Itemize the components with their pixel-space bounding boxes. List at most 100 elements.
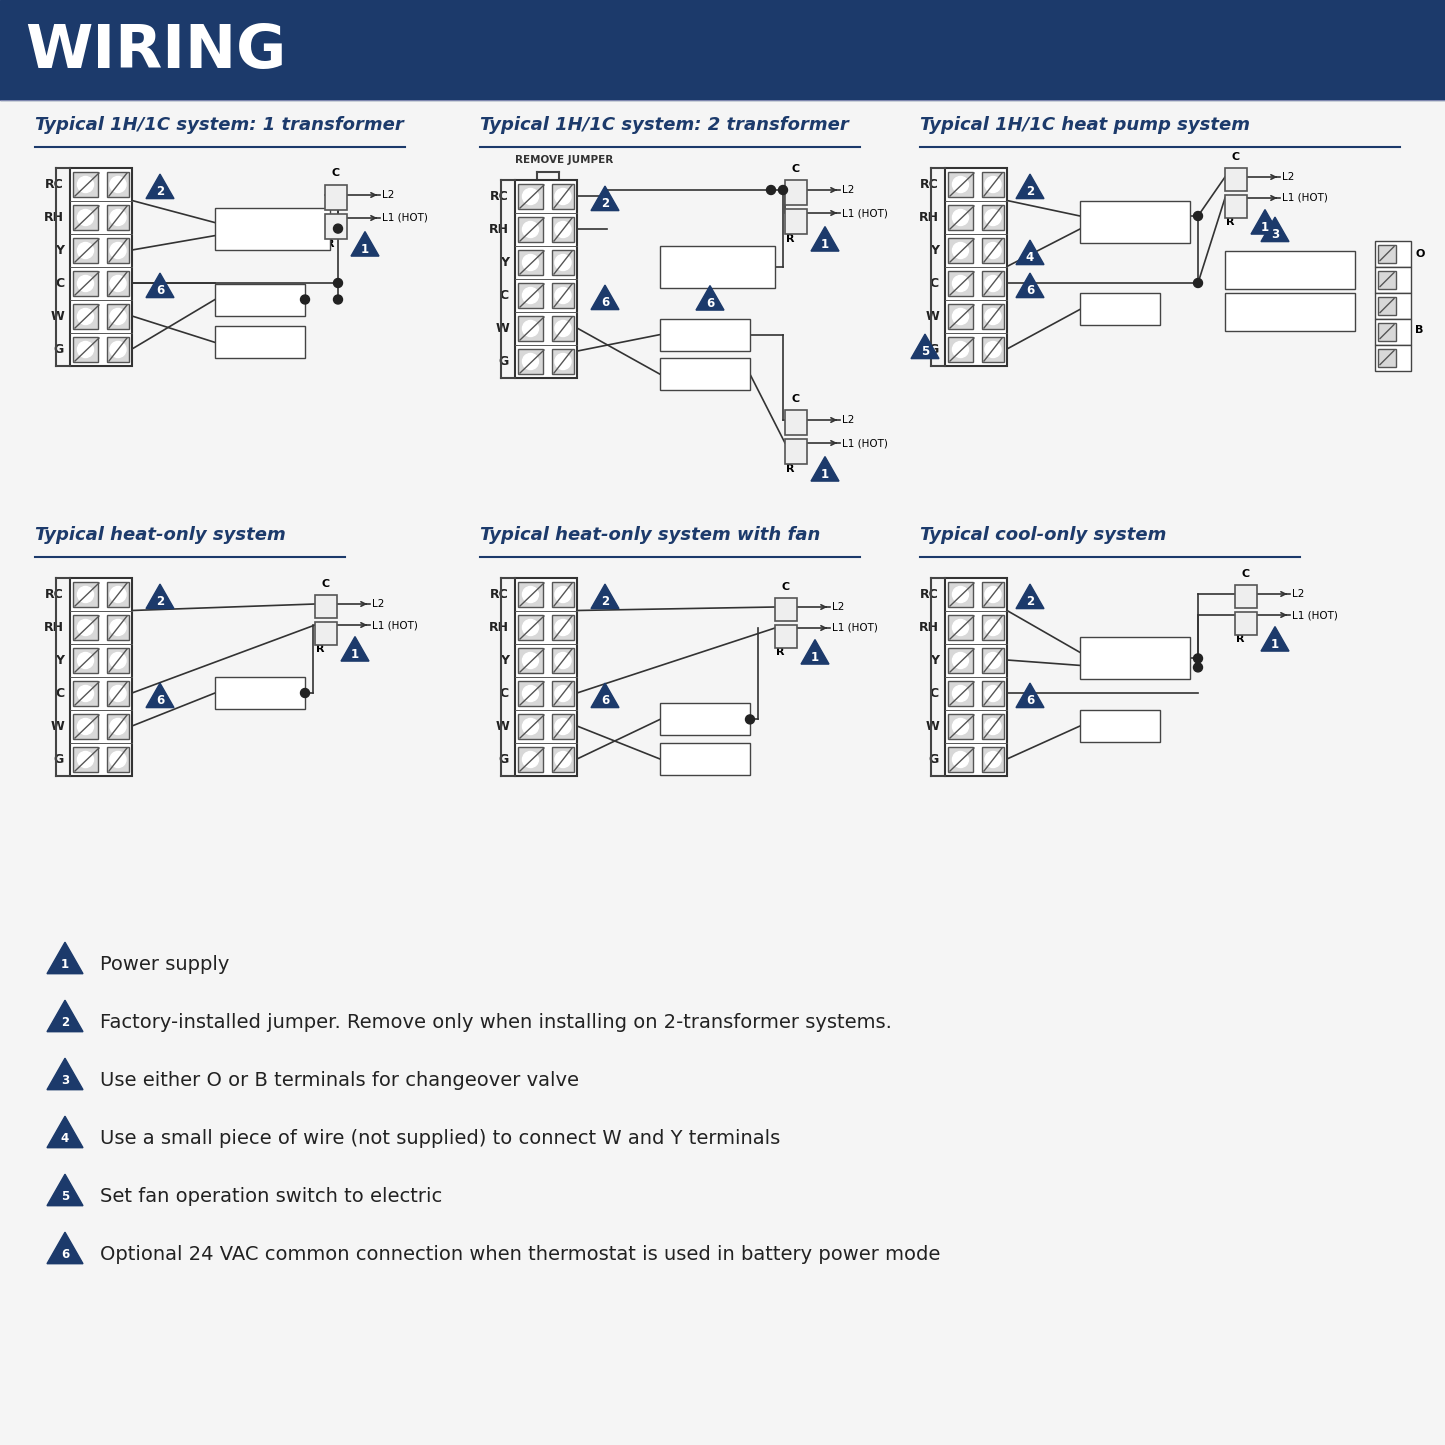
Circle shape — [78, 341, 94, 357]
Polygon shape — [48, 1000, 82, 1032]
Text: 1: 1 — [1272, 637, 1279, 650]
Text: O: O — [1415, 249, 1425, 259]
Bar — [983, 647, 1004, 673]
Circle shape — [110, 308, 126, 325]
Text: L2: L2 — [842, 185, 854, 195]
Circle shape — [952, 308, 968, 325]
Circle shape — [78, 653, 94, 669]
Circle shape — [523, 751, 539, 767]
Bar — [315, 621, 337, 644]
Text: B: B — [1415, 325, 1423, 335]
Bar — [1379, 296, 1396, 315]
Text: 2: 2 — [156, 595, 165, 608]
Circle shape — [110, 176, 126, 192]
Text: 6: 6 — [156, 285, 165, 298]
Text: FAN RELAY: FAN RELAY — [673, 329, 736, 340]
Bar — [74, 172, 98, 197]
Text: Typical 1H/1C system: 2 transformer: Typical 1H/1C system: 2 transformer — [480, 116, 848, 134]
Bar — [983, 337, 1004, 363]
Bar — [215, 208, 329, 250]
Circle shape — [952, 176, 968, 192]
Bar — [1376, 318, 1410, 344]
Text: L1 (HOT): L1 (HOT) — [1292, 610, 1338, 620]
Text: L2: L2 — [1292, 590, 1305, 600]
Text: 6: 6 — [601, 296, 610, 309]
Bar — [552, 283, 574, 308]
Polygon shape — [146, 683, 173, 708]
Text: 6: 6 — [61, 1248, 69, 1261]
Circle shape — [555, 288, 571, 303]
Bar — [315, 595, 337, 618]
Circle shape — [110, 243, 126, 259]
Bar — [517, 250, 543, 275]
Polygon shape — [146, 173, 173, 198]
Bar — [983, 205, 1004, 230]
Bar — [514, 181, 577, 379]
Circle shape — [555, 685, 571, 701]
Circle shape — [555, 321, 571, 337]
Bar — [552, 316, 574, 341]
Text: HEAT RELAY: HEAT RELAY — [670, 370, 740, 379]
Circle shape — [78, 587, 94, 603]
Circle shape — [78, 751, 94, 767]
Text: 2: 2 — [61, 1016, 69, 1029]
Text: 3: 3 — [61, 1074, 69, 1087]
Circle shape — [985, 176, 1001, 192]
Text: OVER VALVE: OVER VALVE — [1257, 269, 1324, 279]
Text: Y: Y — [500, 256, 509, 269]
Circle shape — [301, 688, 309, 698]
Text: 6: 6 — [1026, 285, 1035, 298]
Polygon shape — [696, 286, 724, 311]
Text: Typical heat-only system with fan: Typical heat-only system with fan — [480, 526, 821, 543]
Circle shape — [766, 185, 776, 195]
Circle shape — [555, 188, 571, 205]
Bar — [1379, 270, 1396, 289]
Text: 4: 4 — [1026, 251, 1035, 264]
Circle shape — [78, 620, 94, 636]
Bar — [74, 616, 98, 640]
Text: G: G — [499, 355, 509, 368]
Text: COMPRESSOR: COMPRESSOR — [233, 220, 314, 230]
Text: G: G — [499, 753, 509, 766]
Text: L2: L2 — [1282, 172, 1295, 182]
Text: 5: 5 — [61, 1191, 69, 1204]
Bar — [107, 238, 129, 263]
Text: W: W — [51, 311, 64, 324]
Polygon shape — [146, 273, 173, 298]
Text: L1 (HOT): L1 (HOT) — [842, 208, 887, 218]
Bar — [552, 350, 574, 374]
Circle shape — [985, 718, 1001, 734]
Text: RH: RH — [43, 621, 64, 634]
Bar — [983, 681, 1004, 707]
Text: L2: L2 — [371, 600, 384, 608]
Circle shape — [301, 295, 309, 303]
Circle shape — [110, 620, 126, 636]
Bar — [74, 714, 98, 738]
Polygon shape — [1016, 683, 1043, 708]
Circle shape — [523, 254, 539, 270]
Bar — [948, 647, 972, 673]
Text: 1: 1 — [821, 237, 829, 250]
Polygon shape — [1016, 584, 1043, 608]
Circle shape — [746, 715, 754, 724]
Bar — [514, 578, 577, 776]
Circle shape — [555, 620, 571, 636]
Bar — [517, 316, 543, 341]
Text: C: C — [931, 686, 939, 699]
Polygon shape — [591, 683, 618, 708]
Circle shape — [78, 718, 94, 734]
Text: Factory-installed jumper. Remove only when installing on 2-transformer systems.: Factory-installed jumper. Remove only wh… — [100, 1013, 892, 1032]
Text: 6: 6 — [705, 296, 714, 309]
Text: Typical heat-only system: Typical heat-only system — [35, 526, 286, 543]
Bar — [775, 598, 798, 621]
Circle shape — [985, 341, 1001, 357]
Circle shape — [523, 288, 539, 303]
Polygon shape — [801, 640, 829, 665]
Bar — [107, 616, 129, 640]
Bar — [74, 205, 98, 230]
Bar — [325, 185, 347, 210]
Bar — [517, 714, 543, 738]
Bar — [74, 747, 98, 772]
Bar — [1079, 637, 1191, 679]
Bar — [74, 272, 98, 296]
